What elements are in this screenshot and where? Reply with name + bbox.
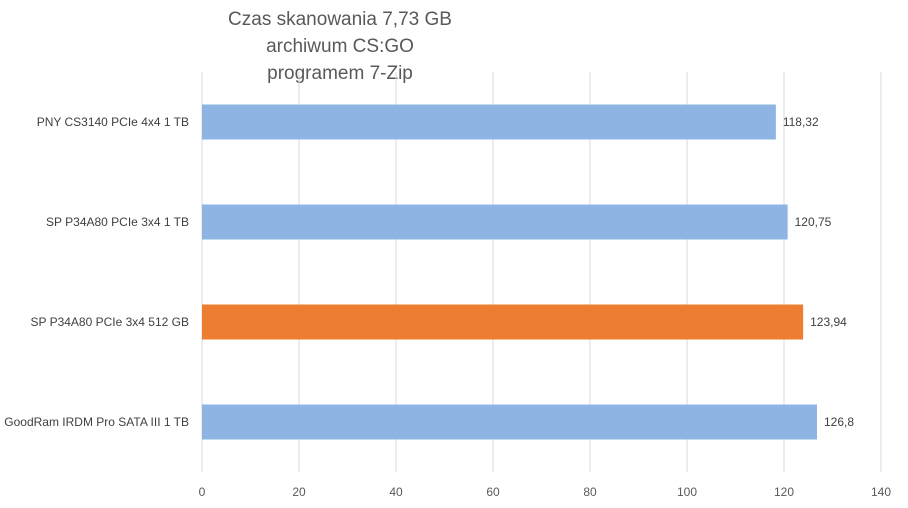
x-tick-label: 40 <box>389 485 403 499</box>
category-label: SP P34A80 PCIe 3x4 512 GB <box>30 315 189 329</box>
x-tick-label: 0 <box>199 485 206 499</box>
x-tick-label: 60 <box>486 485 500 499</box>
category-label: SP P34A80 PCIe 3x4 1 TB <box>46 215 189 229</box>
data-label: 118,32 <box>783 115 819 129</box>
x-tick-label: 120 <box>774 485 794 499</box>
data-label: 126,8 <box>824 415 854 429</box>
category-label: GoodRam IRDM Pro SATA III 1 TB <box>4 415 189 429</box>
bar-2 <box>202 204 788 240</box>
bars <box>202 104 817 440</box>
x-tick-label: 100 <box>677 485 697 499</box>
chart-title-line-1: Czas skanowania 7,73 GB archiwum CS:GO <box>228 9 452 57</box>
chart-title-line-2: programem 7-Zip <box>267 63 413 84</box>
bar-3 <box>202 304 804 340</box>
chart-title: Czas skanowania 7,73 GB archiwum CS:GO p… <box>190 6 490 87</box>
data-label: 123,94 <box>810 315 847 329</box>
labels: 0 20 40 60 80 100 120 140 PNY CS3140 PCIe 4x4 1 … <box>4 115 891 499</box>
x-tick-label: 20 <box>292 485 306 499</box>
bar-1 <box>202 104 776 140</box>
category-label: PNY CS3140 PCIe 4x4 1 TB <box>37 115 189 129</box>
x-tick-label: 80 <box>583 485 597 499</box>
data-label: 120,75 <box>795 215 832 229</box>
x-tick-label: 140 <box>871 485 891 499</box>
bar-4 <box>202 404 817 440</box>
